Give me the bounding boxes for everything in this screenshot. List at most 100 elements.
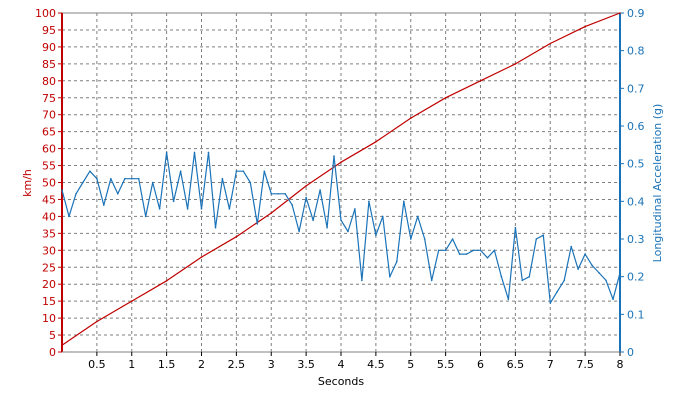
acceleration-point	[200, 208, 203, 210]
x-tick-label: 8	[617, 358, 624, 371]
y-right-tick-label: 0.1	[627, 308, 645, 321]
acceleration-point	[605, 279, 607, 282]
speed-point	[61, 344, 63, 347]
acceleration-point	[305, 196, 307, 199]
x-tick-label: 2	[198, 358, 205, 371]
acceleration-point	[507, 298, 510, 301]
y-left-tick-label: 100	[35, 7, 56, 20]
acceleration-point	[500, 275, 503, 278]
y-left-tick-label: 55	[42, 160, 56, 173]
y-left-tick-label: 65	[42, 126, 56, 139]
acceleration-point	[382, 215, 384, 218]
acceleration-point	[542, 234, 545, 236]
y-left-tick-label: 75	[42, 92, 56, 105]
acceleration-point	[137, 177, 140, 180]
acceleration-point	[430, 279, 433, 282]
acceleration-point	[82, 181, 84, 184]
y-left-tick-label: 45	[42, 193, 56, 206]
acceleration-point	[612, 298, 614, 301]
x-tick-label: 4	[338, 358, 345, 371]
x-tick-label: 5	[407, 358, 414, 371]
y-left-tick-label: 35	[42, 227, 56, 240]
acceleration-point	[437, 249, 440, 252]
acceleration-point	[458, 253, 461, 255]
acceleration-point	[591, 264, 593, 267]
ticks-layer: 0.5 1 1.5 2 2.5 3 3.5 4 4.5 5 5.5 6 6.5 7 7.5 805101520…	[35, 7, 645, 371]
acceleration-point	[270, 193, 273, 195]
x-tick-label: 1	[128, 358, 135, 371]
acceleration-point	[396, 260, 398, 263]
x-tick-label: 3.5	[297, 358, 315, 371]
acceleration-point	[284, 193, 287, 195]
acceleration-point	[186, 208, 189, 210]
acceleration-point	[117, 193, 119, 195]
acceleration-point	[242, 170, 245, 172]
acceleration-point	[214, 226, 217, 229]
speed-point	[340, 161, 342, 163]
acceleration-point	[61, 189, 63, 191]
y-left-tick-label: 25	[42, 261, 56, 274]
x-tick-label: 7.5	[576, 358, 594, 371]
y-right-tick-label: 0.8	[627, 45, 645, 58]
speed-point	[235, 235, 238, 238]
x-tick-label: 4.5	[367, 358, 385, 371]
acceleration-point	[416, 215, 419, 218]
series-layer	[61, 12, 621, 347]
grid-layer	[62, 13, 620, 352]
speed-point	[200, 256, 203, 258]
acceleration-point	[256, 223, 259, 225]
y-right-tick-label: 0.2	[627, 271, 645, 284]
acceleration-point	[165, 151, 168, 154]
acceleration-point	[221, 177, 224, 180]
speed-point	[96, 320, 98, 323]
acceleration-point	[277, 193, 280, 195]
y-left-tick-label: 30	[42, 244, 56, 257]
y-right-tick-label: 0.7	[627, 82, 645, 95]
x-tick-label: 1.5	[158, 358, 176, 371]
y-right-tick-label: 0	[627, 346, 634, 359]
acceleration-point	[298, 230, 300, 233]
acceleration-point	[410, 238, 412, 240]
acceleration-point	[179, 170, 182, 172]
acceleration-point	[151, 181, 154, 184]
acceleration-point	[263, 170, 266, 172]
acceleration-point	[549, 302, 552, 304]
x-tick-label: 5.5	[437, 358, 455, 371]
acceleration-point	[521, 279, 524, 282]
acceleration-point	[124, 177, 126, 180]
acceleration-point	[172, 200, 175, 203]
acceleration-point	[333, 155, 335, 157]
acceleration-point	[354, 208, 356, 210]
y-right-tick-label: 0.6	[627, 120, 645, 133]
acceleration-point	[361, 279, 363, 282]
acceleration-point	[235, 170, 238, 172]
acceleration-series-line	[61, 151, 621, 304]
x-tick-label: 2.5	[228, 358, 246, 371]
acceleration-point	[403, 200, 405, 203]
acceleration-point	[486, 257, 489, 259]
speed-point	[479, 80, 482, 82]
acceleration-point	[563, 279, 565, 282]
acceleration-point	[451, 238, 454, 240]
acceleration-point	[249, 181, 252, 184]
acceleration-point	[556, 290, 558, 293]
acceleration-point	[577, 268, 579, 270]
acceleration-point	[514, 226, 517, 229]
acceleration-point	[368, 200, 370, 203]
acceleration-point	[347, 230, 349, 233]
y-left-tick-label: 5	[49, 329, 56, 342]
acceleration-point	[131, 177, 133, 180]
acceleration-point	[144, 215, 147, 218]
acceleration-point	[598, 272, 600, 274]
acceleration-point	[444, 249, 447, 252]
acceleration-point	[375, 234, 377, 236]
acceleration-point	[493, 249, 496, 252]
speed-point	[549, 42, 552, 45]
y-right-tick-label: 0.3	[627, 233, 645, 246]
y-left-tick-label: 80	[42, 75, 56, 88]
acceleration-point	[228, 208, 231, 210]
y-left-tick-label: 20	[42, 278, 56, 291]
speed-point	[584, 25, 586, 28]
acceleration-point	[570, 245, 572, 248]
